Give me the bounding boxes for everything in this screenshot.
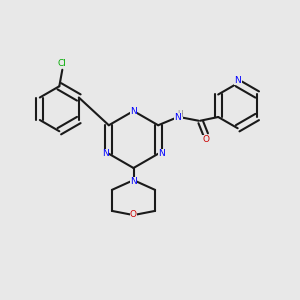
Text: N: N	[102, 149, 109, 158]
Text: N: N	[130, 177, 137, 186]
Text: N: N	[130, 106, 137, 116]
Text: O: O	[130, 210, 137, 219]
Text: N: N	[158, 149, 165, 158]
Text: Cl: Cl	[58, 58, 67, 68]
Text: H: H	[177, 110, 183, 119]
Text: O: O	[202, 135, 209, 144]
Text: N: N	[234, 76, 241, 85]
Text: N: N	[174, 113, 181, 122]
